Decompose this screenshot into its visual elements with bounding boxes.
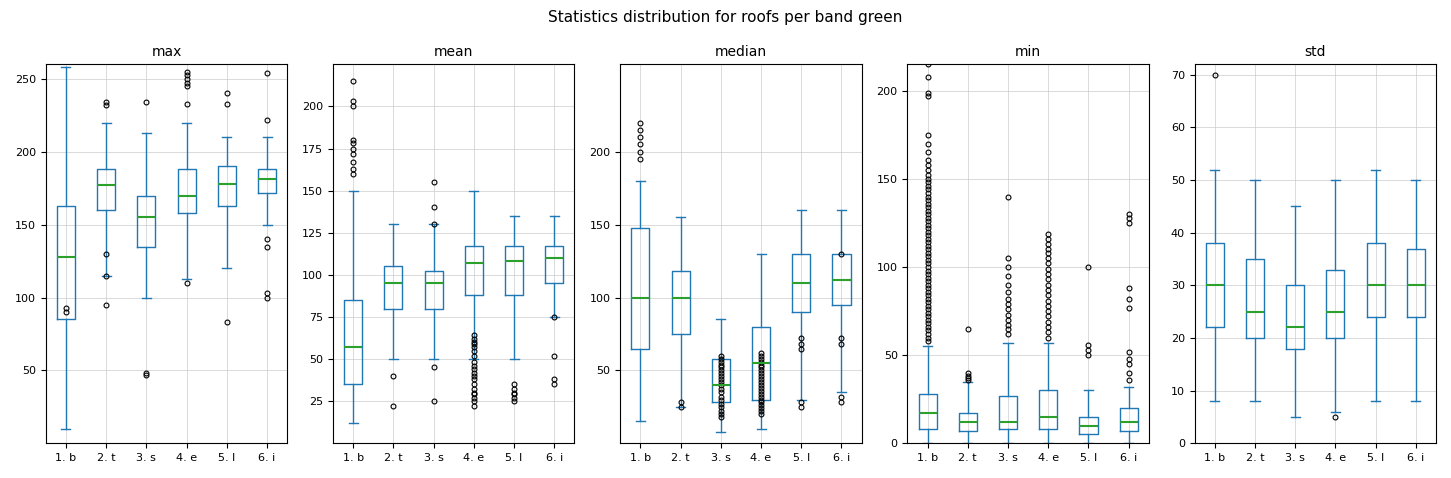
Text: Statistics distribution for roofs per band green: Statistics distribution for roofs per ba…	[548, 10, 903, 24]
Title: max: max	[151, 45, 181, 59]
Title: std: std	[1304, 45, 1326, 59]
Title: median: median	[715, 45, 768, 59]
Title: mean: mean	[434, 45, 473, 59]
Title: min: min	[1016, 45, 1042, 59]
